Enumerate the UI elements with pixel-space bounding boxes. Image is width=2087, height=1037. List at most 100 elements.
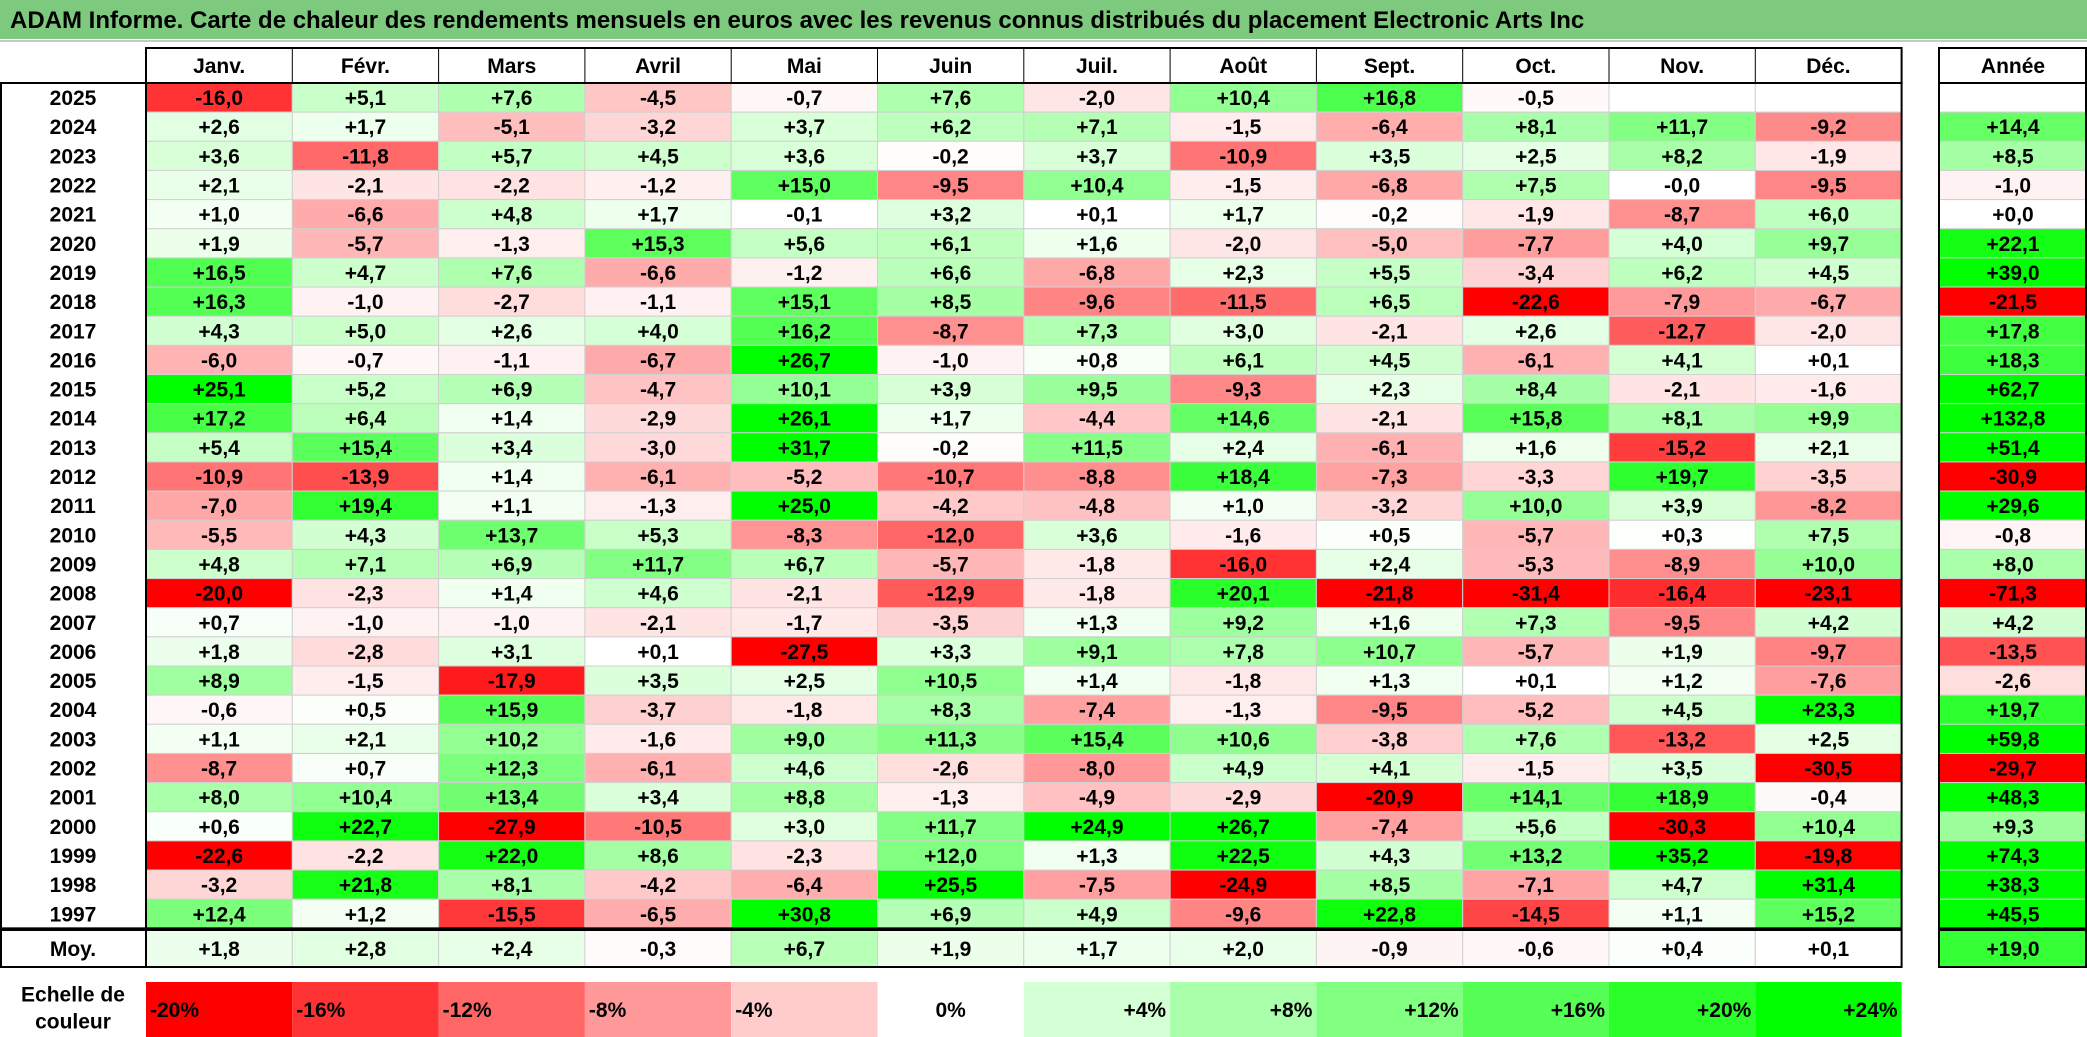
month-return-value: +18,9 bbox=[1656, 787, 1709, 810]
month-return-value: -1,9 bbox=[1810, 145, 1846, 168]
annual-return-cell bbox=[1938, 344, 2087, 376]
month-return-cell bbox=[1169, 811, 1317, 842]
month-return-cell bbox=[584, 519, 732, 550]
month-return-value: +5,2 bbox=[345, 379, 386, 402]
month-return-cell bbox=[730, 344, 879, 376]
month-return-cell bbox=[1608, 898, 1756, 929]
month-return-value: -1,0 bbox=[347, 612, 383, 635]
month-return-value: -7,5 bbox=[1079, 874, 1116, 897]
month-return-cell bbox=[438, 752, 586, 784]
month-return-value: -0,2 bbox=[933, 145, 969, 168]
month-return-cell bbox=[730, 111, 879, 142]
month-return-value: -4,5 bbox=[640, 87, 677, 110]
month-return-value: +4,9 bbox=[1076, 903, 1117, 926]
month-return-cell bbox=[1754, 344, 1903, 376]
month-return-value: -17,9 bbox=[488, 670, 536, 693]
month-return-value: +9,2 bbox=[1223, 612, 1264, 635]
month-return-cell bbox=[1169, 315, 1317, 346]
month-return-value: +5,0 bbox=[345, 320, 386, 343]
annual-return-value: -29,7 bbox=[1989, 758, 2037, 781]
month-header-bg bbox=[584, 48, 732, 83]
month-return-value: +1,7 bbox=[930, 408, 971, 431]
month-return-value: -3,4 bbox=[1518, 262, 1555, 285]
row-year-label: 2008 bbox=[50, 583, 97, 606]
month-return-cell bbox=[730, 665, 879, 696]
annual-return-value: +48,3 bbox=[1986, 787, 2039, 810]
month-header-bg bbox=[731, 48, 878, 83]
month-return-cell bbox=[584, 607, 732, 638]
month-return-value: -5,7 bbox=[347, 233, 383, 256]
month-return-value: +22,0 bbox=[485, 845, 538, 868]
month-return-value: +4,5 bbox=[637, 145, 679, 168]
annual-return-cell bbox=[1938, 461, 2087, 492]
month-return-cell bbox=[1315, 111, 1464, 142]
month-return-value: -1,3 bbox=[1225, 699, 1261, 722]
month-return-value: +10,4 bbox=[339, 787, 392, 810]
month-return-cell bbox=[1608, 840, 1756, 871]
row-year-label: 2020 bbox=[50, 233, 97, 256]
month-return-cell bbox=[1754, 723, 1903, 754]
month-return-cell bbox=[1754, 548, 1903, 580]
month-header-bg bbox=[1755, 48, 1902, 83]
month-return-value: +12,3 bbox=[485, 758, 538, 781]
month-return-value: -1,3 bbox=[494, 233, 530, 256]
month-return-value: +24,9 bbox=[1070, 816, 1123, 839]
annual-return-value: -0,8 bbox=[1995, 524, 2032, 547]
month-return-value: +9,7 bbox=[1808, 233, 1849, 256]
average-row-label: Moy. bbox=[50, 938, 96, 961]
month-return-value: -1,3 bbox=[640, 495, 676, 518]
month-return-cell bbox=[877, 257, 1025, 288]
average-return-value: +2,8 bbox=[345, 938, 387, 961]
month-return-cell bbox=[1169, 111, 1317, 142]
scale-step-label: -8% bbox=[589, 999, 627, 1022]
month-return-value: +3,9 bbox=[1661, 495, 1702, 518]
month-return-value: +1,3 bbox=[1369, 670, 1410, 693]
month-return-value: +10,4 bbox=[1070, 175, 1123, 198]
month-return-value: -7,7 bbox=[1518, 233, 1554, 256]
annual-return-cell bbox=[1938, 548, 2087, 580]
month-return-value: -3,3 bbox=[1518, 466, 1554, 489]
annual-return-value: -71,3 bbox=[1989, 583, 2037, 606]
month-return-value: +5,1 bbox=[345, 87, 387, 110]
month-return-value: +7,6 bbox=[930, 87, 971, 110]
month-return-value: +3,0 bbox=[1223, 320, 1264, 343]
month-return-cell bbox=[730, 432, 879, 463]
month-return-cell bbox=[584, 228, 732, 259]
month-return-value: -2,0 bbox=[1810, 320, 1846, 343]
annual-return-value: +17,8 bbox=[1986, 320, 2039, 343]
month-return-value: -8,7 bbox=[201, 758, 237, 781]
month-return-cell bbox=[438, 694, 586, 725]
month-return-value: +15,1 bbox=[778, 291, 831, 314]
month-header-bg bbox=[1170, 48, 1317, 83]
month-return-value: +10,1 bbox=[778, 379, 831, 402]
month-return-value: +4,8 bbox=[491, 204, 533, 227]
row-year-label: 2024 bbox=[50, 116, 97, 139]
month-return-cell bbox=[1462, 461, 1610, 492]
average-return-value: -0,3 bbox=[640, 938, 676, 961]
month-return-cell bbox=[877, 490, 1025, 521]
month-return-cell bbox=[145, 665, 293, 696]
month-return-cell bbox=[730, 636, 879, 667]
month-return-value: -13,2 bbox=[1658, 728, 1706, 751]
month-return-cell bbox=[877, 694, 1025, 725]
month-return-cell bbox=[291, 840, 440, 871]
month-return-cell bbox=[1462, 403, 1610, 434]
month-return-cell bbox=[730, 548, 879, 580]
annual-return-value: +8,5 bbox=[1992, 145, 2034, 168]
month-return-value: -2,3 bbox=[786, 845, 822, 868]
month-return-cell bbox=[1608, 403, 1756, 434]
month-return-value: +5,7 bbox=[491, 145, 532, 168]
average-annual-border bbox=[1938, 929, 2087, 968]
month-return-value: -8,8 bbox=[1079, 466, 1116, 489]
month-return-cell bbox=[145, 840, 293, 871]
month-header: Déc. bbox=[1806, 55, 1850, 78]
month-return-value: +30,8 bbox=[778, 903, 831, 926]
month-header-bg bbox=[1609, 48, 1756, 83]
annual-return-value: -1,0 bbox=[1995, 175, 2031, 198]
month-return-value: -7,1 bbox=[1518, 874, 1555, 897]
month-return-cell bbox=[1169, 578, 1317, 609]
month-return-cell bbox=[291, 169, 440, 201]
scale-step-label: -20% bbox=[150, 999, 199, 1022]
month-return-value: -11,8 bbox=[342, 145, 389, 168]
annual-return-cell bbox=[1938, 519, 2087, 550]
